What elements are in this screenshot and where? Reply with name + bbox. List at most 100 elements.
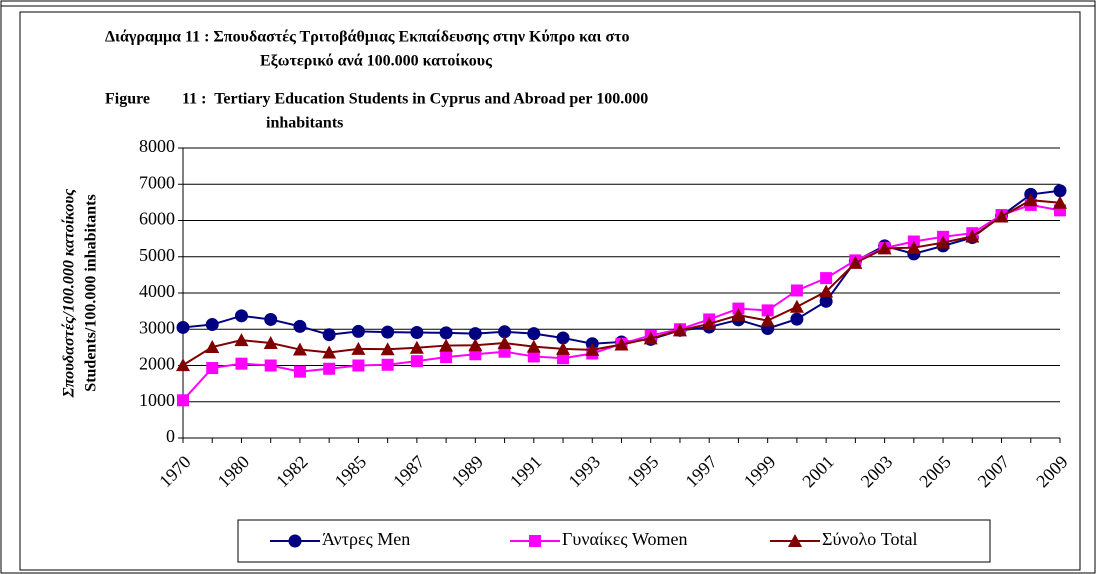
marker (672, 323, 687, 337)
marker (235, 357, 248, 370)
marker (264, 359, 277, 372)
marker (790, 312, 804, 326)
marker (994, 209, 1009, 223)
x-tick-label: 1985 (331, 452, 371, 492)
marker (877, 241, 892, 255)
marker (1053, 184, 1067, 198)
x-tick-label: 1982 (272, 452, 312, 492)
x-tick-label: 1993 (564, 452, 604, 492)
series-line (182, 203, 1061, 401)
marker (906, 240, 921, 254)
chart-frame (19, 11, 1081, 571)
marker (234, 309, 248, 323)
x-tick-label: 2007 (974, 452, 1014, 492)
y-tick-label: 1000 (139, 390, 175, 410)
marker (380, 342, 395, 356)
marker (440, 351, 453, 364)
marker (206, 362, 219, 375)
marker (848, 255, 863, 269)
marker (176, 358, 190, 372)
marker (760, 313, 775, 327)
legend-box (237, 519, 991, 563)
y-tick-label: 4000 (139, 281, 175, 301)
marker (731, 308, 746, 322)
legend-label: Σύνολο Total (822, 529, 917, 549)
marker (789, 299, 804, 313)
marker (351, 324, 365, 338)
y-tick-label: 2000 (139, 354, 175, 374)
marker (292, 342, 307, 356)
marker (263, 336, 278, 350)
chart-title: Figure 11 : Tertiary Education Students … (105, 91, 648, 108)
y-tick-label: 7000 (139, 172, 175, 192)
marker (264, 312, 278, 326)
y-tick-label: 6000 (139, 209, 175, 229)
marker (527, 350, 540, 363)
y-tick-label: 3000 (139, 317, 175, 337)
marker (234, 333, 249, 347)
marker (205, 340, 220, 354)
marker (410, 355, 423, 368)
legend-label: Άντρες Men (322, 529, 410, 549)
marker (936, 235, 951, 249)
x-tick-label: 2003 (857, 452, 897, 492)
marker (819, 284, 834, 298)
y-tick-label: 5000 (139, 245, 175, 265)
x-tick-label: 1999 (740, 452, 780, 492)
marker (761, 304, 774, 317)
legend-label: Γυναίκες Women (562, 529, 688, 549)
x-tick-label: 1980 (214, 452, 254, 492)
marker (176, 320, 190, 334)
marker (293, 365, 306, 378)
marker (439, 338, 454, 352)
marker (322, 345, 337, 359)
x-tick-label: 1997 (681, 452, 721, 492)
marker (498, 325, 512, 339)
marker (965, 229, 980, 243)
marker (468, 327, 482, 341)
x-tick-label: 1987 (389, 452, 429, 492)
marker (439, 326, 453, 340)
marker (468, 338, 483, 352)
marker (351, 341, 366, 355)
marker (790, 284, 803, 297)
chart-title: inhabitants (266, 115, 343, 132)
marker (702, 316, 717, 330)
marker (293, 319, 307, 333)
y-axis-label: Σπουδαστές/100.000 κατοίκους (61, 189, 78, 399)
marker (409, 340, 424, 354)
marker (322, 328, 336, 342)
chart-title: Εξωτερικό ανά 100.000 κατοίκους (260, 53, 492, 70)
marker (529, 535, 541, 547)
y-axis-label: Students/100.000 inhabitants (83, 194, 100, 391)
marker (527, 327, 541, 341)
marker (469, 348, 482, 361)
marker (497, 336, 512, 350)
marker (820, 272, 833, 285)
marker (205, 318, 219, 332)
marker (643, 331, 658, 345)
marker (410, 326, 424, 340)
y-tick-label: 8000 (139, 136, 175, 156)
x-tick-label: 2005 (915, 452, 955, 492)
marker (526, 339, 541, 353)
marker (585, 342, 600, 356)
marker (614, 337, 629, 351)
marker (177, 394, 189, 407)
series-line (182, 189, 1061, 345)
x-tick-label: 2009 (1032, 452, 1072, 492)
x-tick-label: 2001 (798, 452, 838, 492)
chart-title: Διάγραμμα 11 : Σπουδαστές Τριτοβάθμιας Ε… (105, 29, 630, 46)
marker (381, 325, 395, 339)
x-tick-label: 1989 (447, 452, 487, 492)
x-tick-label: 1995 (623, 452, 663, 492)
marker (557, 352, 570, 365)
marker (1053, 195, 1067, 209)
marker (288, 534, 302, 548)
y-tick-label: 0 (166, 426, 175, 446)
x-tick-label: 1991 (506, 452, 546, 492)
marker (352, 359, 365, 372)
marker (556, 341, 571, 355)
